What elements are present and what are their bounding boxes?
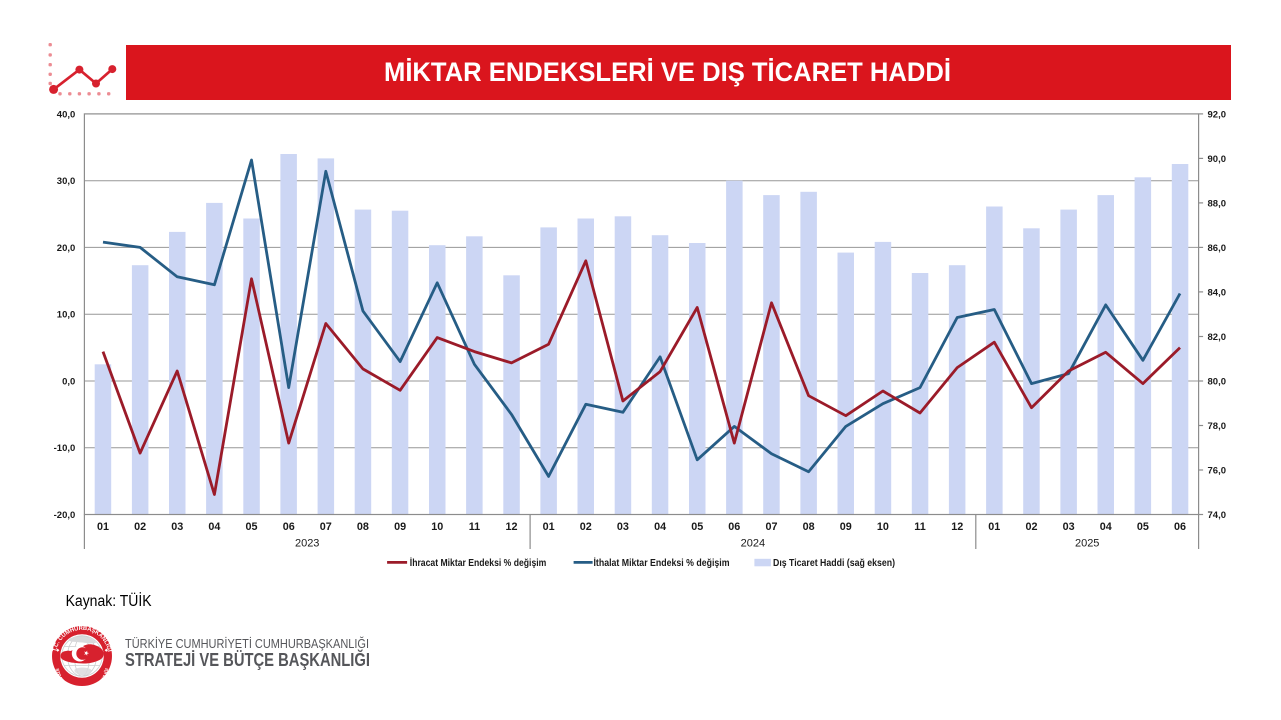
svg-text:02: 02 [134, 521, 146, 533]
svg-text:84,0: 84,0 [1208, 287, 1227, 298]
svg-text:10: 10 [431, 521, 443, 533]
svg-text:0,0: 0,0 [62, 376, 75, 387]
svg-text:01: 01 [97, 521, 109, 533]
svg-text:03: 03 [171, 521, 183, 533]
svg-text:08: 08 [803, 521, 815, 533]
svg-text:90,0: 90,0 [1208, 154, 1227, 165]
svg-text:06: 06 [283, 521, 295, 533]
svg-text:78,0: 78,0 [1208, 421, 1227, 432]
svg-text:02: 02 [580, 521, 592, 533]
svg-text:TÜRKİYE CUMHURİYETİ CUMHURBAŞK: TÜRKİYE CUMHURİYETİ CUMHURBAŞKANLIĞI [125, 636, 369, 651]
svg-text:30,0: 30,0 [57, 176, 76, 187]
svg-text:03: 03 [1063, 521, 1075, 533]
svg-text:03: 03 [617, 521, 629, 533]
svg-text:92,0: 92,0 [1208, 109, 1227, 120]
svg-text:01: 01 [988, 521, 1000, 533]
svg-text:2023: 2023 [295, 537, 319, 549]
svg-text:09: 09 [840, 521, 852, 533]
svg-text:12: 12 [505, 521, 517, 533]
svg-text:10,0: 10,0 [57, 310, 76, 321]
svg-text:İthalat Miktar Endeksi % değiş: İthalat Miktar Endeksi % değişim [594, 556, 730, 569]
svg-text:20,0: 20,0 [57, 243, 76, 254]
svg-text:04: 04 [1100, 521, 1112, 533]
svg-text:74,0: 74,0 [1208, 510, 1227, 521]
svg-text:-20,0: -20,0 [54, 510, 76, 521]
svg-text:Kaynak: TÜİK: Kaynak: TÜİK [66, 592, 153, 610]
svg-text:08: 08 [357, 521, 369, 533]
svg-text:76,0: 76,0 [1208, 465, 1227, 476]
svg-text:04: 04 [208, 521, 220, 533]
svg-text:Dış Ticaret Haddi (sağ eksen): Dış Ticaret Haddi (sağ eksen) [773, 557, 895, 569]
svg-text:2024: 2024 [741, 537, 765, 549]
svg-text:88,0: 88,0 [1208, 198, 1227, 209]
svg-text:80,0: 80,0 [1208, 376, 1227, 387]
svg-text:09: 09 [394, 521, 406, 533]
svg-text:STRATEJİ VE BÜTÇE BAŞKANLIĞI: STRATEJİ VE BÜTÇE BAŞKANLIĞI [125, 649, 370, 670]
svg-text:05: 05 [1137, 521, 1149, 533]
svg-text:05: 05 [245, 521, 257, 533]
svg-text:07: 07 [320, 521, 332, 533]
svg-text:04: 04 [654, 521, 666, 533]
svg-text:05: 05 [691, 521, 703, 533]
svg-text:10: 10 [877, 521, 889, 533]
svg-text:MİKTAR ENDEKSLERİ VE DIŞ TİCAR: MİKTAR ENDEKSLERİ VE DIŞ TİCARET HADDİ [384, 57, 951, 87]
svg-text:86,0: 86,0 [1208, 243, 1227, 254]
svg-text:2025: 2025 [1075, 537, 1099, 549]
svg-text:06: 06 [1174, 521, 1186, 533]
svg-text:07: 07 [765, 521, 777, 533]
svg-text:-10,0: -10,0 [54, 443, 76, 454]
svg-text:İhracat Miktar Endeksi % değiş: İhracat Miktar Endeksi % değişim [410, 556, 547, 569]
svg-text:11: 11 [914, 521, 925, 533]
svg-text:82,0: 82,0 [1208, 332, 1227, 343]
svg-text:40,0: 40,0 [57, 109, 76, 120]
svg-text:12: 12 [951, 521, 963, 533]
svg-text:01: 01 [543, 521, 555, 533]
svg-text:11: 11 [469, 521, 480, 533]
svg-text:06: 06 [728, 521, 740, 533]
svg-text:02: 02 [1025, 521, 1037, 533]
